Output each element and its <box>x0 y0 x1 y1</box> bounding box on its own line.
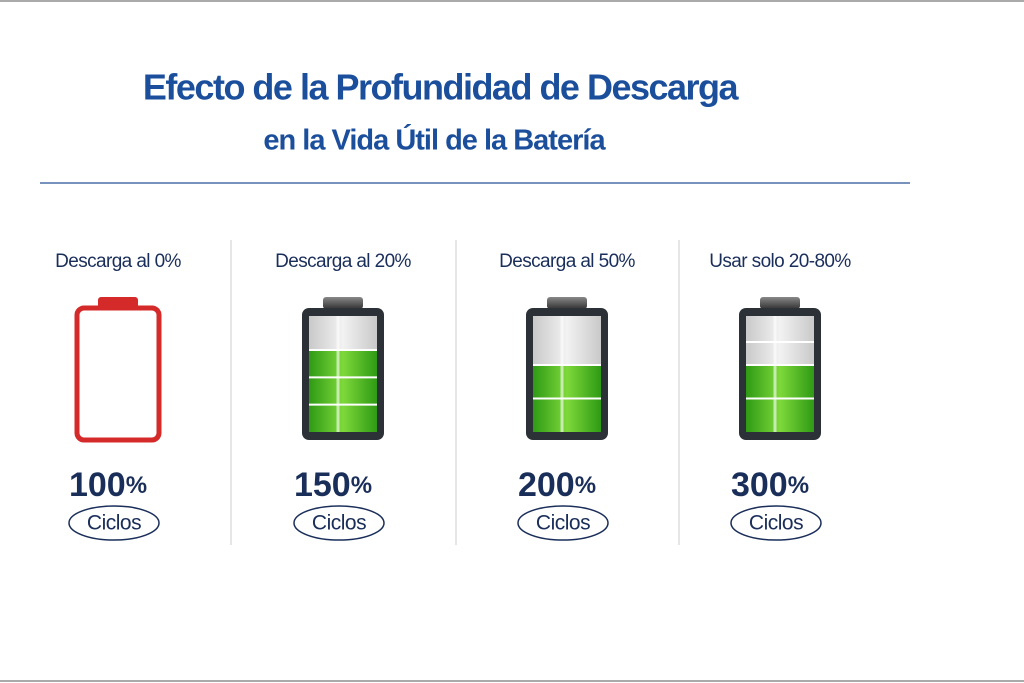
column-dividers <box>230 240 680 545</box>
unit: % <box>351 472 372 499</box>
item-label: Descarga al 0% <box>55 251 181 272</box>
item-label: Usar solo 20-80% <box>709 251 851 272</box>
battery <box>74 297 162 443</box>
caption-oval <box>68 505 160 541</box>
battery <box>526 297 608 440</box>
battery-body <box>74 305 162 443</box>
battery-cap <box>760 297 800 309</box>
caption: Ciclos <box>312 512 366 535</box>
caption-oval <box>730 505 822 541</box>
unit: % <box>126 472 147 499</box>
subtitle: en la Vida Útil de la Batería <box>263 123 606 157</box>
value: 100 <box>69 466 126 504</box>
cycle-value: 150% <box>294 466 372 504</box>
caption: Ciclos <box>536 512 590 535</box>
battery <box>302 297 384 440</box>
item-label: Descarga al 20% <box>275 251 411 272</box>
unit: % <box>788 472 809 499</box>
battery-cap <box>547 297 587 309</box>
caption-oval <box>293 505 385 541</box>
cycle-value: 300% <box>731 466 809 504</box>
caption: Ciclos <box>87 512 141 535</box>
title: Efecto de la Profundidad de Descarga <box>143 67 740 108</box>
unit: % <box>575 472 596 499</box>
battery-cap <box>323 297 363 309</box>
value: 300 <box>731 466 788 504</box>
battery <box>739 297 821 440</box>
caption-oval <box>517 505 609 541</box>
value: 150 <box>294 466 351 504</box>
cycle-value: 100% <box>69 466 147 504</box>
battery-charge <box>309 350 377 432</box>
caption: Ciclos <box>749 512 803 535</box>
cycle-value: 200% <box>518 466 596 504</box>
item-label: Descarga al 50% <box>499 251 635 272</box>
value: 200 <box>518 466 575 504</box>
